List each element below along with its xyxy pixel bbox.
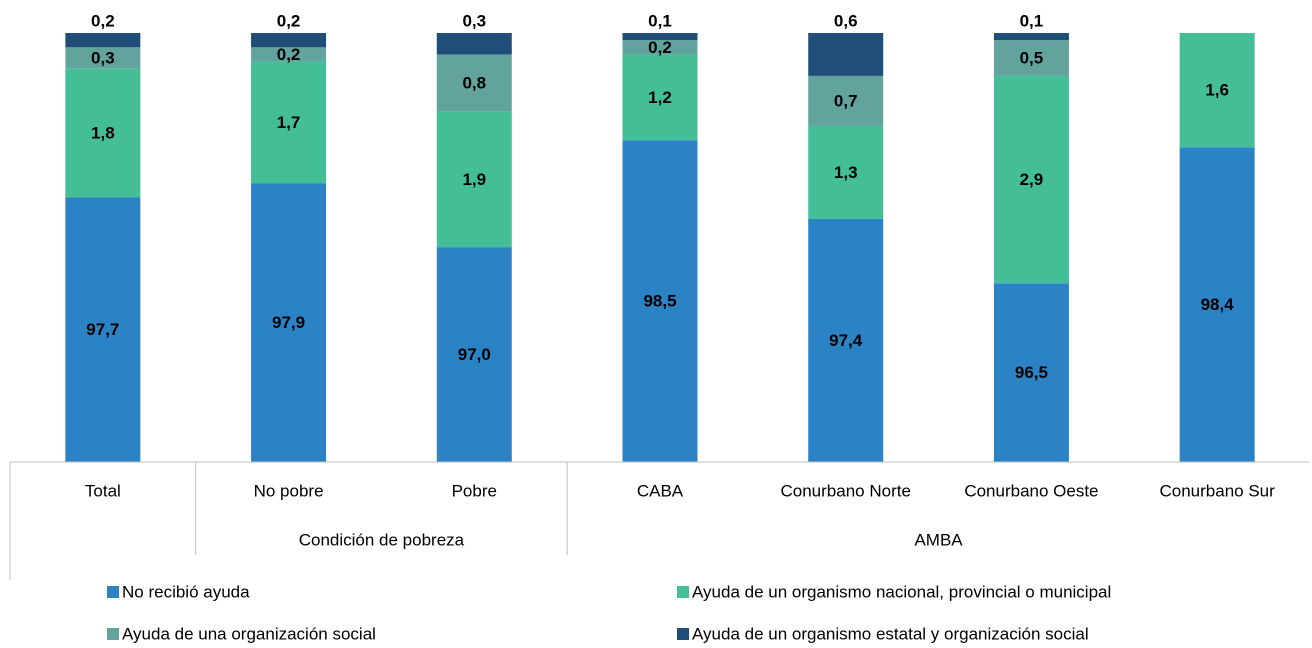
data-label: 0,2 [277,45,301,64]
x-tick-label: CABA [637,481,684,500]
data-label: 0,2 [277,11,301,30]
x-tick-label: Conurbano Norte [781,481,911,500]
data-label: 1,9 [462,170,486,189]
data-label: 98,5 [643,292,676,311]
x-tick-label: Total [85,481,121,500]
bar-segment [65,197,141,462]
bar-segment [622,140,698,462]
bar-segment [436,111,512,248]
data-label: 0,7 [834,91,858,110]
data-label: 97,4 [829,331,863,350]
x-tick-label: Conurbano Sur [1159,481,1275,500]
data-label: 96,5 [1015,363,1048,382]
data-label: 1,3 [834,163,858,182]
bar-segment [993,75,1069,284]
legend-label: Ayuda de una organización social [122,624,376,643]
x-tick-label: Conurbano Oeste [964,481,1098,500]
data-label: 97,0 [458,345,491,364]
data-label: 0,2 [91,11,115,30]
bar-segment [436,247,512,462]
bar-segment [1179,33,1255,148]
data-label: 0,5 [1020,49,1044,68]
legend-swatch [107,628,119,640]
x-tick-label: Pobre [452,481,497,500]
bar-segment [622,33,698,41]
bar-segment [808,33,884,76]
data-label: 0,2 [648,38,672,57]
data-label: 0,6 [834,11,858,30]
data-label: 97,9 [272,313,305,332]
x-tick-label: No pobre [254,481,324,500]
data-label: 0,1 [1020,11,1044,30]
data-label: 1,8 [91,124,115,143]
bar-segment [993,33,1069,41]
data-label: 1,6 [1205,81,1229,100]
legend-label: Ayuda de un organismo nacional, provinci… [692,582,1111,601]
data-label: 97,7 [86,320,119,339]
legend-swatch [107,586,119,598]
bar-segment [436,33,512,55]
data-label: 1,7 [277,113,301,132]
bar-segment [808,218,884,462]
bar-segment [65,33,141,48]
bar-segment [808,75,884,126]
legend-label: No recibió ayuda [122,582,250,601]
bar-segment [993,40,1069,76]
bar-segment [251,183,327,462]
bar-segment [251,61,327,184]
bar-segment [808,125,884,219]
bar-segment [622,54,698,141]
bar-segment [1179,147,1255,462]
data-label: 0,8 [462,74,486,93]
bar-segment [622,40,698,55]
group-label: AMBA [914,530,963,549]
data-label: 0,3 [462,11,486,30]
legend-label: Ayuda de un organismo estatal y organiza… [692,624,1089,643]
data-label: 1,2 [648,88,672,107]
group-label: Condición de pobreza [299,530,465,549]
bar-segment [993,283,1069,462]
bar-segment [65,47,141,69]
data-label: 2,9 [1020,170,1044,189]
bar-segment [251,33,327,48]
data-label: 98,4 [1201,295,1235,314]
data-label: 0,3 [91,49,115,68]
legend-swatch [677,628,689,640]
bar-segment [436,54,512,112]
bar-segment [251,47,327,62]
bar-segment [65,68,141,198]
legend-swatch [677,586,689,598]
data-label: 0,1 [648,11,672,30]
